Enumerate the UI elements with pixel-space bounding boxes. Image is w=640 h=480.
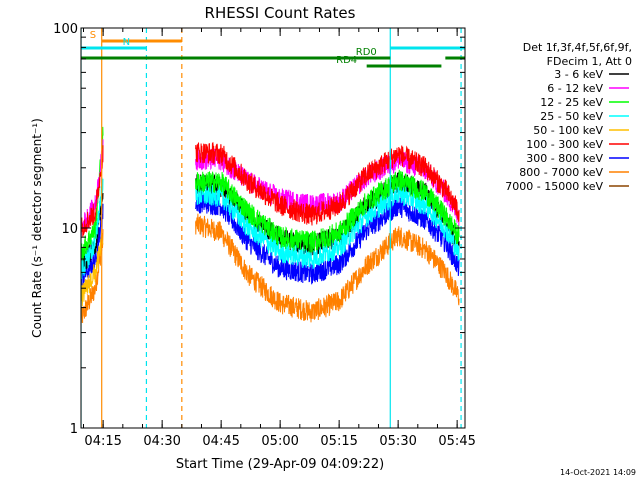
flag-label-0: S xyxy=(90,30,96,41)
legend-label-8: 7000 - 15000 keV xyxy=(505,180,603,193)
flag-bar-2 xyxy=(390,46,465,50)
legend-label-6: 300 - 800 keV xyxy=(526,152,603,165)
flag-label-1: N xyxy=(123,37,130,48)
x-tick-label-3: 05:00 xyxy=(261,434,298,449)
y-axis-label: Count Rate (s⁻¹ detector segment⁻¹) xyxy=(30,118,44,338)
legend-label-2: 12 - 25 keV xyxy=(540,96,603,109)
legend-header-line-1: Det 1f,3f,4f,5f,6f,9f, xyxy=(523,41,632,54)
chart-title: RHESSI Count Rates xyxy=(205,4,356,22)
x-axis-label: Start Time (29-Apr-09 04:09:22) xyxy=(176,457,384,472)
legend-label-4: 50 - 100 keV xyxy=(533,124,603,137)
flag-label-3: RD0 xyxy=(356,47,377,58)
series-line-5 xyxy=(81,142,460,237)
legend-header-line-2: FDecim 1, Att 0 xyxy=(547,55,632,68)
y-tick-label-2: 100 xyxy=(53,22,78,37)
axes: 04:15 04:30 04:45 05:00 05:15 05:30 05:45 1 10 10… xyxy=(53,22,476,449)
x-tick-label-2: 04:45 xyxy=(202,434,239,449)
x-tick-label-6: 05:45 xyxy=(438,434,475,449)
series-line-4 xyxy=(81,233,104,307)
legend-label-7: 800 - 7000 keV xyxy=(519,166,603,179)
x-tick-label-4: 05:15 xyxy=(320,434,357,449)
legend-label-3: 25 - 50 keV xyxy=(540,110,603,123)
legend-label-0: 3 - 6 keV xyxy=(554,68,603,81)
flag-label-5: RD4 xyxy=(336,55,357,66)
x-tick-label-1: 04:30 xyxy=(143,434,180,449)
y-tick-label-0: 1 xyxy=(70,422,78,437)
series-line-7 xyxy=(81,213,460,324)
flag-bar-1 xyxy=(81,46,147,50)
legend-label-1: 6 - 12 keV xyxy=(547,82,603,95)
footer-timestamp: 14-Oct-2021 14:09 xyxy=(560,468,636,477)
y-axis-label-main: Count Rate (s⁻¹ detector segment⁻¹) xyxy=(30,118,44,338)
y-tick-label-1: 10 xyxy=(61,222,78,237)
flag-bar-5 xyxy=(366,64,442,68)
x-tick-label-5: 05:30 xyxy=(379,434,416,449)
legend-label-5: 100 - 300 keV xyxy=(526,138,603,151)
flag-bar-4 xyxy=(445,56,465,60)
legend: Det 1f,3f,4f,5f,6f,9f, FDecim 1, Att 0 3… xyxy=(505,41,632,193)
x-tick-label-0: 04:15 xyxy=(84,434,121,449)
flag-bar-0 xyxy=(101,39,182,43)
flag-bar-3 xyxy=(81,56,391,60)
